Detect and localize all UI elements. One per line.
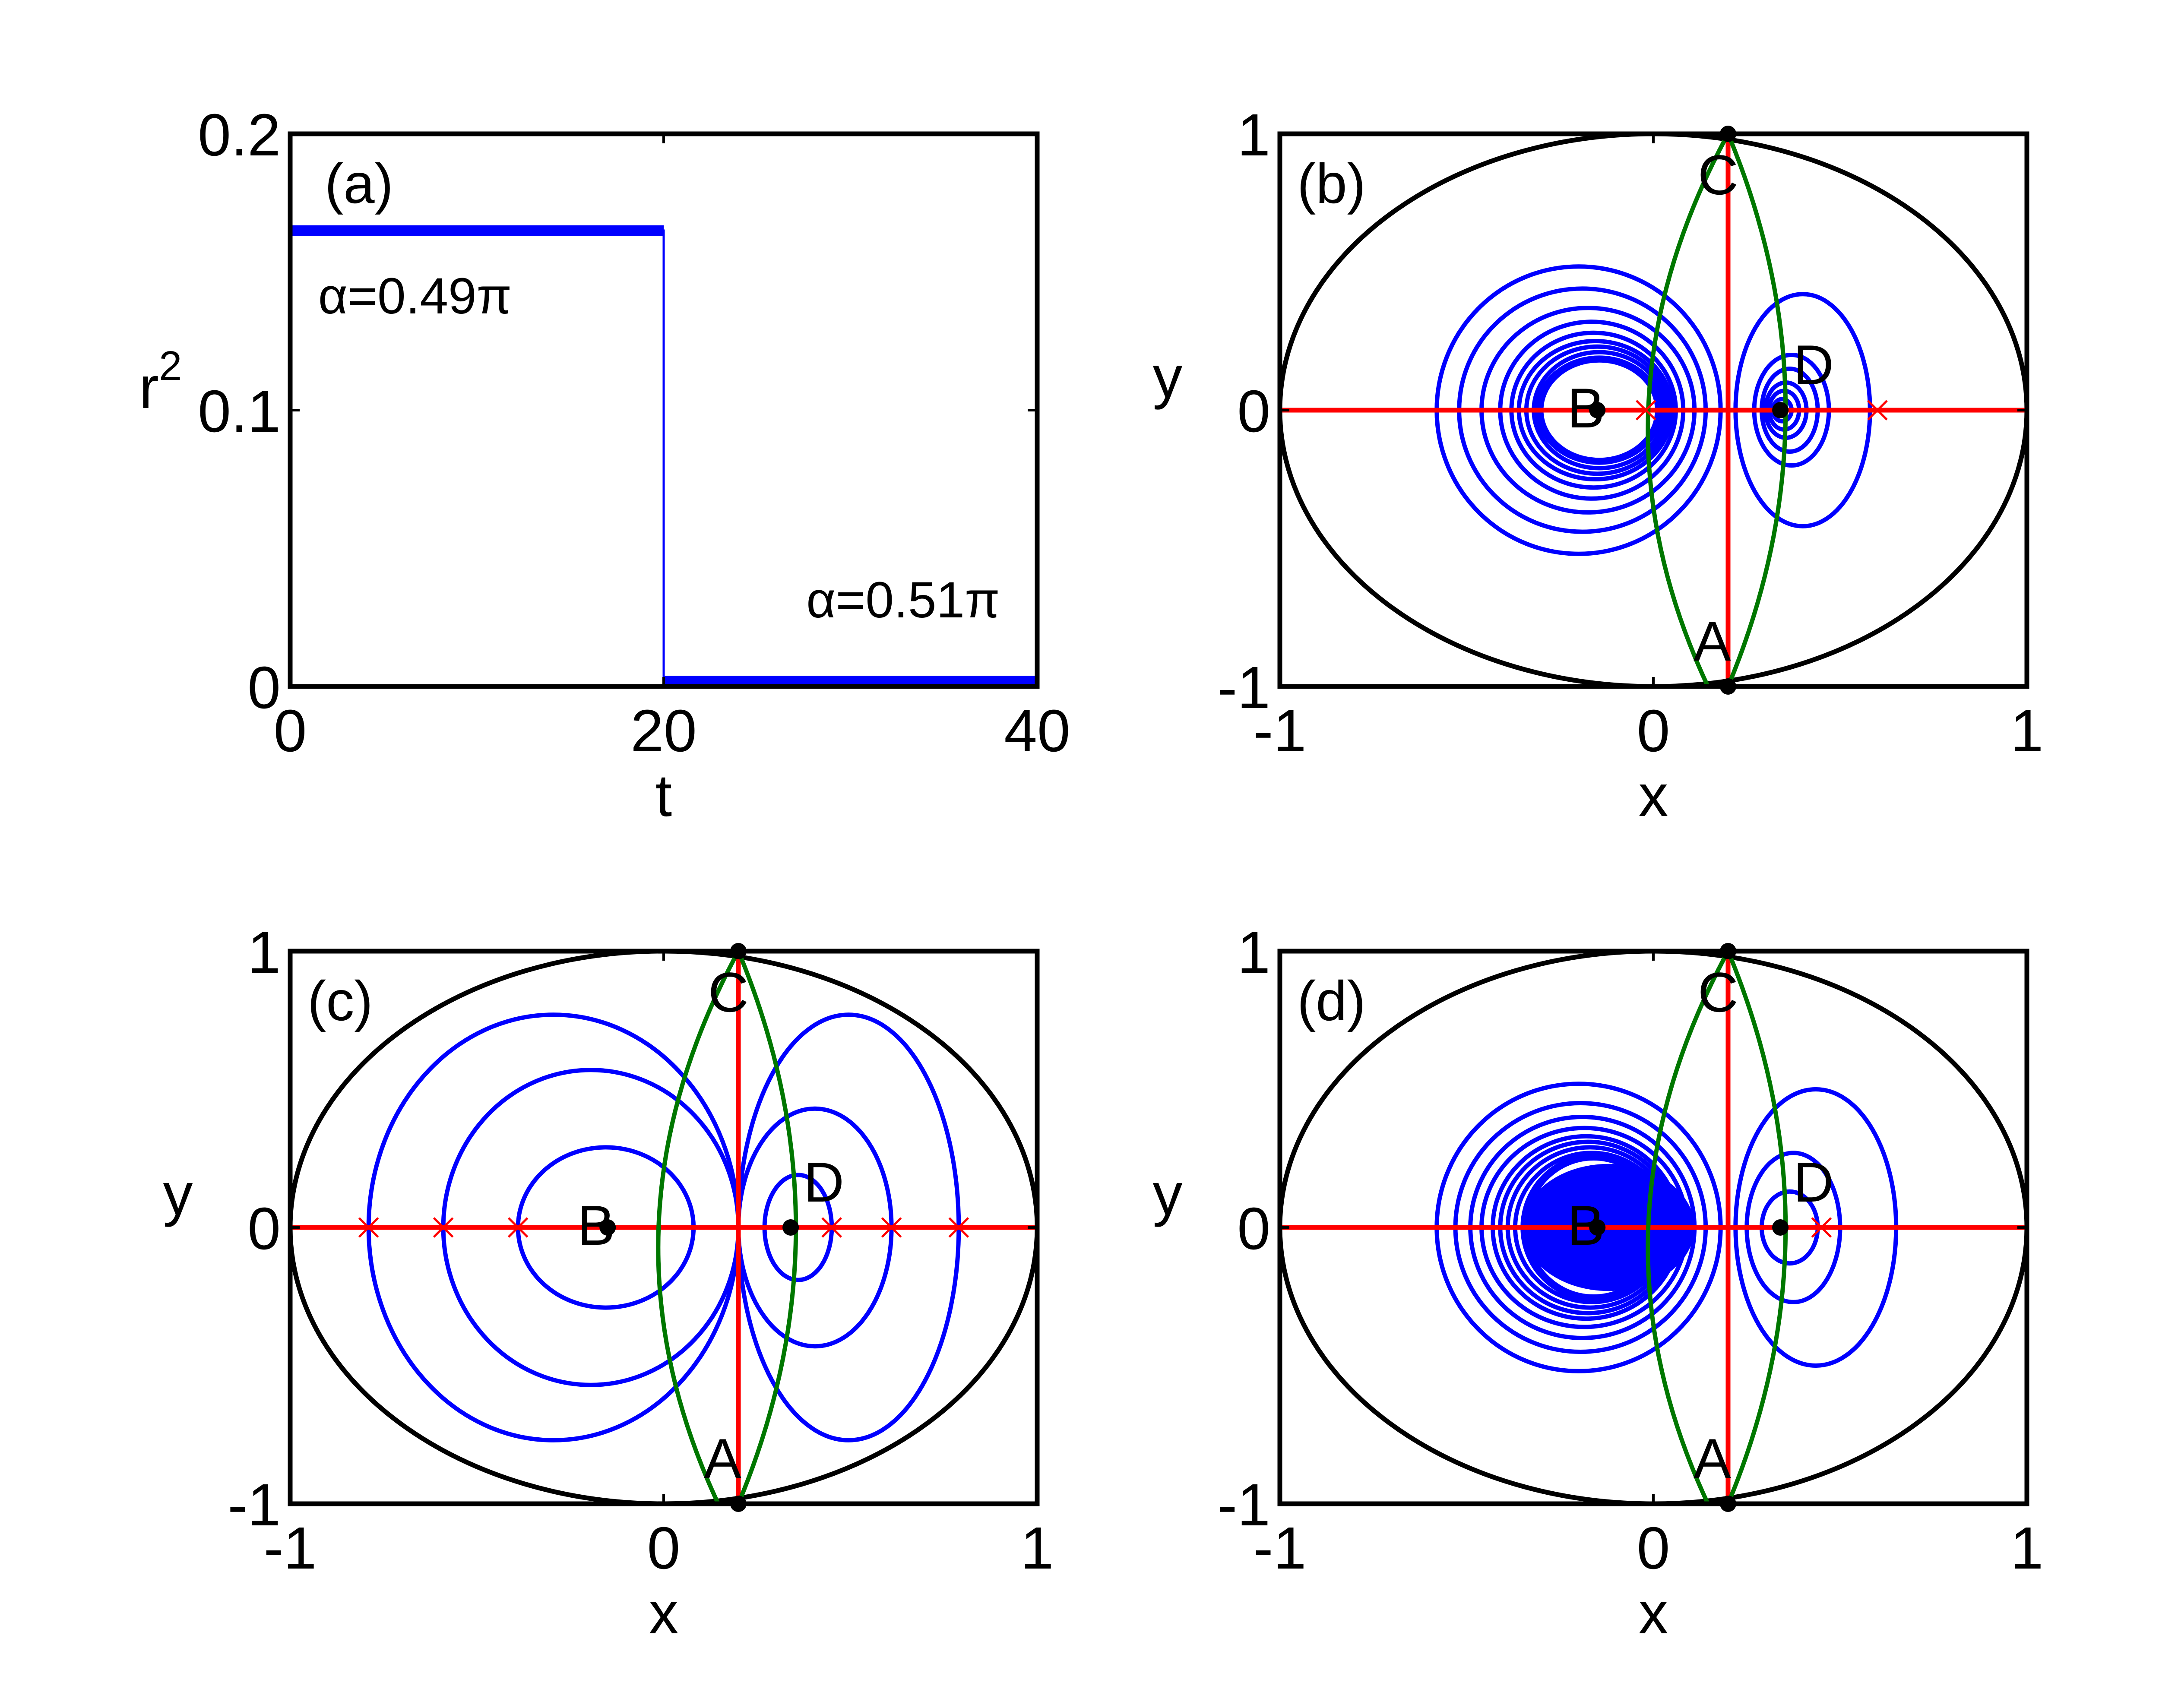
plot-area [290, 225, 1037, 686]
point-label-d: D [804, 1151, 844, 1214]
panel-b: A B C D -1 0 1 -1 0 1 x y (b) [1153, 102, 2044, 829]
x-tick-label: 0 [274, 698, 307, 764]
cross-marker [1811, 1217, 1832, 1238]
point-label-b: B [1567, 1194, 1605, 1257]
cross-marker [881, 1217, 902, 1238]
x-axis-label: x [1639, 762, 1668, 829]
point-b [599, 1219, 616, 1236]
point-label-d: D [1793, 1151, 1834, 1214]
y-axis-label: r2 [139, 343, 182, 421]
y-tick-label: -1 [1217, 655, 1270, 721]
y-tick-label: 0 [1237, 1196, 1270, 1262]
panel-label: (b) [1297, 152, 1366, 215]
y-tick-label: 1 [1237, 102, 1270, 168]
y-tick-label: 0 [1237, 378, 1270, 445]
plot-area [290, 951, 1037, 1504]
y-tick-label: -1 [1217, 1472, 1270, 1538]
green-curve-left [1646, 134, 1730, 686]
y-tick-label: -1 [228, 1472, 281, 1538]
y-axis-label: y [1153, 344, 1183, 410]
point-label-a: A [1694, 1427, 1731, 1490]
cross-marker [948, 1217, 969, 1238]
green-curve-left [1646, 951, 1730, 1504]
cross-marker [1867, 400, 1888, 421]
x-tick-label: 40 [1004, 698, 1070, 764]
y-tick-label: 1 [1237, 919, 1270, 986]
point-b [1589, 402, 1606, 418]
point-d [1772, 1219, 1789, 1236]
point-label-b: B [577, 1194, 615, 1257]
cross-marker [358, 1217, 379, 1238]
x-tick-label: -1 [1254, 1515, 1307, 1581]
y-tick-label: 1 [247, 919, 281, 986]
y-axis-label: y [1153, 1161, 1183, 1227]
x-tick-label: 0 [647, 1515, 681, 1581]
y-tick-label: 0.1 [198, 378, 281, 445]
x-axis-label: x [1639, 1580, 1668, 1646]
x-tick-label: 0 [1637, 1515, 1670, 1581]
panel-a: α=0.49π α=0.51π 0 20 40 0 0.1 0.2 t r2 (a) [139, 102, 1070, 829]
x-tick-label: 1 [2010, 698, 2044, 764]
point-d [782, 1219, 799, 1236]
x-tick-label: 0 [1637, 698, 1670, 764]
y-axis-label-exponent: 2 [159, 343, 182, 389]
y-tick-label: 0 [247, 655, 281, 721]
cross-marker [821, 1217, 842, 1238]
x-axis-label: x [649, 1580, 679, 1646]
point-label-d: D [1793, 333, 1834, 396]
annotation-label: α=0.49π [318, 268, 512, 325]
plot-area [1280, 134, 2027, 686]
annotation-label: α=0.51π [806, 572, 1000, 629]
point-label-c: C [708, 961, 749, 1024]
y-tick-label: 0.2 [198, 102, 281, 168]
point-label-a: A [1694, 610, 1731, 673]
cross-marker [433, 1217, 454, 1238]
cross-marker [507, 1217, 529, 1238]
x-tick-label: 1 [2010, 1515, 2044, 1581]
point-label-b: B [1567, 376, 1605, 440]
point-label-c: C [1698, 961, 1738, 1024]
panel-label: (a) [325, 152, 393, 215]
panel-c: A B C D -1 0 1 -1 0 1 x y (c) [163, 919, 1054, 1646]
point-d [1772, 402, 1789, 418]
point-label-a: A [704, 1427, 741, 1490]
y-axis-label: y [163, 1161, 193, 1227]
cross-marker [1635, 400, 1656, 421]
x-tick-label: 20 [630, 698, 697, 764]
x-tick-label: -1 [1254, 698, 1307, 764]
y-tick-label: 0 [247, 1196, 281, 1262]
panel-label: (d) [1297, 969, 1366, 1032]
panel-label: (c) [307, 969, 373, 1032]
x-tick-label: 1 [1021, 1515, 1054, 1581]
y-axis-label-base: r [139, 354, 159, 421]
green-curve-left [656, 951, 741, 1504]
plot-area [1280, 951, 2027, 1504]
point-b [1589, 1219, 1606, 1236]
x-tick-label: -1 [264, 1515, 317, 1581]
point-label-c: C [1698, 143, 1738, 206]
x-axis-label: t [655, 762, 672, 829]
panel-d: A B C D -1 0 1 -1 0 1 x y (d) [1153, 919, 2044, 1646]
